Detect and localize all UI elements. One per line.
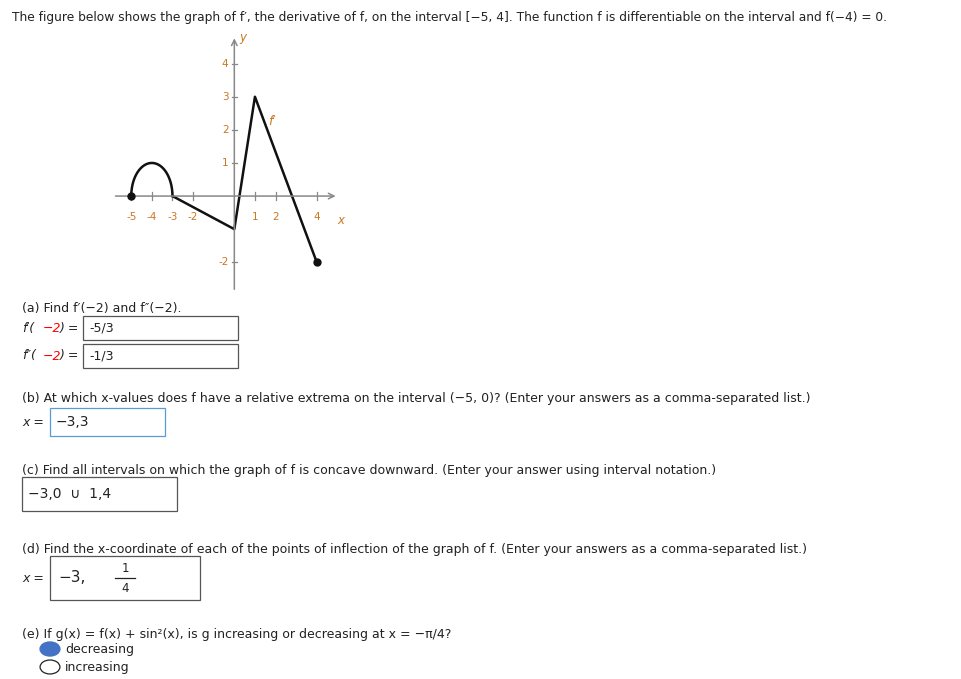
Text: ) =: ) = [60,321,80,335]
Text: (e) If g(x) = f(x) + sin²(x), is g increasing or decreasing at x = −π/4?: (e) If g(x) = f(x) + sin²(x), is g incre… [22,628,451,641]
Text: f′: f′ [268,115,275,128]
Text: -3: -3 [167,212,178,222]
Text: 3: 3 [222,92,229,102]
Text: decreasing: decreasing [65,642,134,655]
Text: 4: 4 [222,58,229,69]
Text: -2: -2 [218,257,229,268]
Text: −3,3: −3,3 [56,415,89,429]
Text: x =: x = [22,572,44,585]
Text: 2: 2 [272,212,279,222]
Text: -4: -4 [146,212,157,222]
Text: y: y [238,31,246,44]
Text: x: x [336,215,344,227]
Text: (d) Find the x-coordinate of each of the points of inflection of the graph of f.: (d) Find the x-coordinate of each of the… [22,543,806,556]
Text: -2: -2 [187,212,198,222]
Text: x =: x = [22,416,44,428]
Text: −3,0  ∪  1,4: −3,0 ∪ 1,4 [28,487,111,501]
Text: The figure below shows the graph of f′, the derivative of f, on the interval [−5: The figure below shows the graph of f′, … [12,11,886,24]
Text: 1: 1 [252,212,258,222]
Text: f′(: f′( [22,321,34,335]
Text: -1/3: -1/3 [89,350,113,363]
Text: ) =: ) = [60,350,80,363]
Text: -5/3: -5/3 [89,321,113,335]
Text: 1: 1 [121,562,129,574]
Text: 2: 2 [222,125,229,135]
Text: f″(: f″( [22,350,36,363]
Text: (c) Find all intervals on which the graph of f is concave downward. (Enter your : (c) Find all intervals on which the grap… [22,464,715,477]
Text: (b) At which x-values does f have a relative extrema on the interval (−5, 0)? (E: (b) At which x-values does f have a rela… [22,392,810,405]
Text: (a) Find f′(−2) and f″(−2).: (a) Find f′(−2) and f″(−2). [22,302,182,315]
Text: 1: 1 [222,158,229,168]
Text: 4: 4 [313,212,320,222]
Text: −3,: −3, [58,570,86,585]
Text: 4: 4 [121,581,129,595]
Text: −2: −2 [43,350,62,363]
Text: increasing: increasing [65,661,130,674]
Text: -5: -5 [126,212,136,222]
Text: −2: −2 [43,321,62,335]
